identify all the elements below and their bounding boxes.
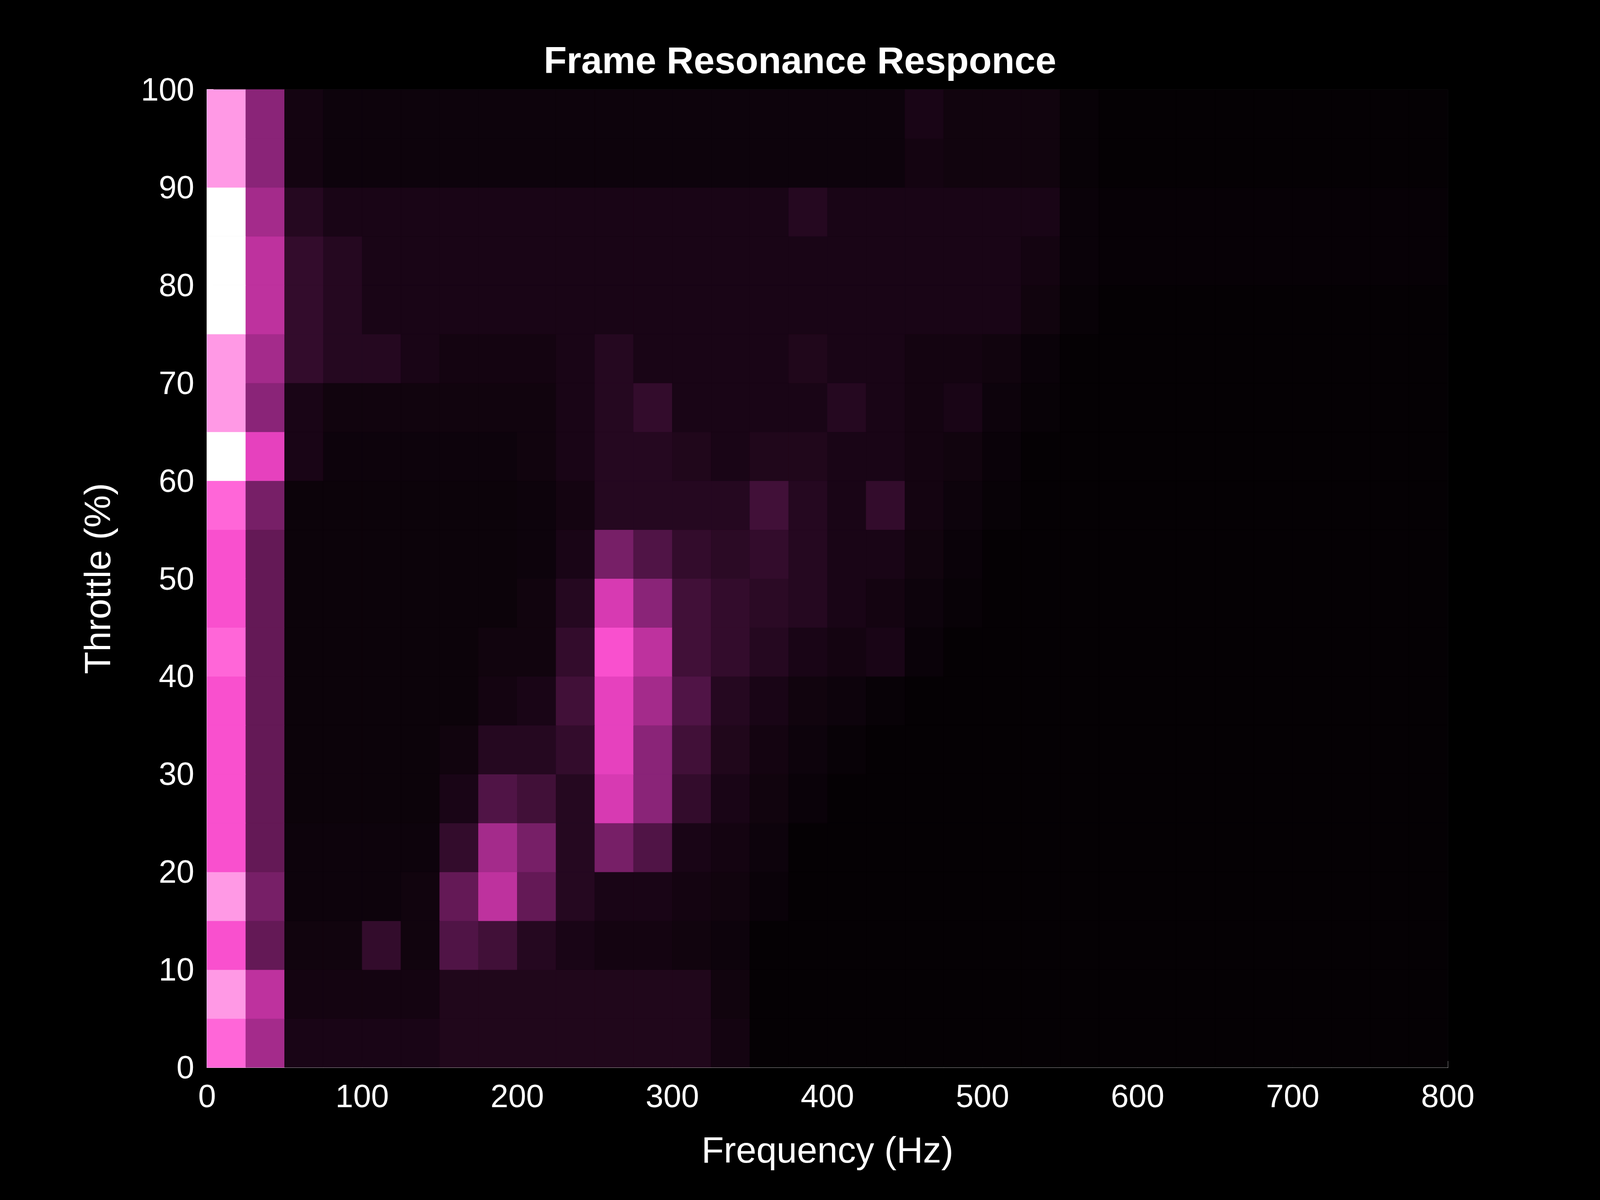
svg-text:90: 90	[158, 169, 195, 206]
svg-text:100: 100	[140, 71, 195, 108]
svg-text:50: 50	[158, 560, 195, 597]
svg-text:0: 0	[176, 1049, 195, 1086]
svg-text:30: 30	[158, 756, 195, 792]
svg-text:Throttle (%): Throttle (%)	[77, 483, 118, 675]
svg-text:Frame Resonance Responce: Frame Resonance Responce	[543, 39, 1056, 81]
svg-text:100: 100	[335, 1078, 390, 1115]
svg-text:Frequency (Hz): Frequency (Hz)	[701, 1129, 954, 1171]
svg-text:70: 70	[158, 365, 195, 401]
svg-text:200: 200	[490, 1078, 544, 1115]
svg-text:10: 10	[158, 951, 195, 988]
svg-text:20: 20	[158, 853, 195, 890]
svg-text:300: 300	[645, 1078, 699, 1115]
svg-text:700: 700	[1265, 1078, 1320, 1115]
svg-text:500: 500	[955, 1078, 1010, 1115]
svg-text:80: 80	[158, 267, 195, 304]
svg-text:600: 600	[1110, 1078, 1165, 1115]
svg-text:0: 0	[198, 1078, 217, 1115]
svg-text:60: 60	[158, 463, 195, 499]
svg-text:400: 400	[800, 1078, 855, 1115]
svg-text:40: 40	[158, 658, 195, 694]
svg-text:800: 800	[1421, 1078, 1475, 1115]
